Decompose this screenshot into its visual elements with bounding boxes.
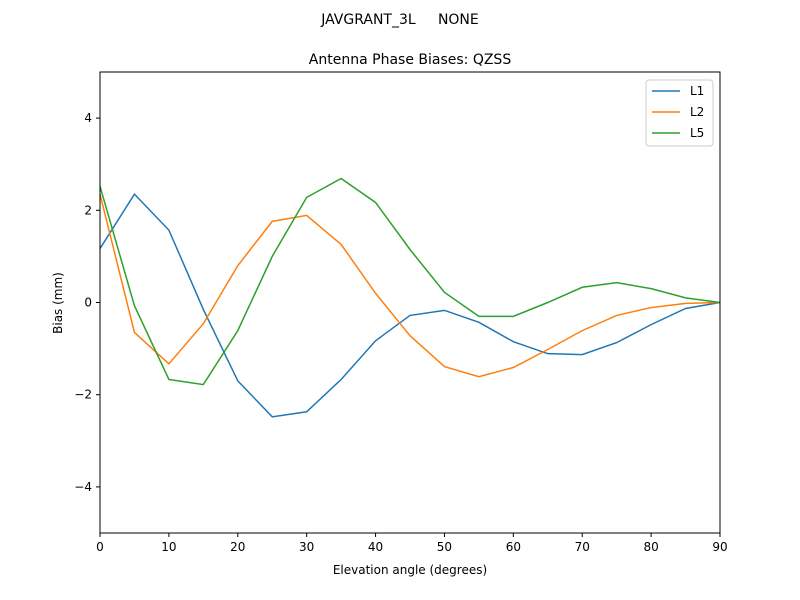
y-axis-label: Bias (mm) [51, 272, 65, 334]
x-tick-label: 20 [230, 540, 245, 554]
y-tick-label: 4 [84, 111, 92, 125]
legend-box [645, 79, 714, 147]
x-tick-label: 40 [368, 540, 383, 554]
x-tick-label: 50 [437, 540, 452, 554]
x-tick-label: 0 [96, 540, 104, 554]
suptitle: JAVGRANT_3L NONE [320, 12, 479, 28]
plot-area [99, 71, 721, 534]
legend-label: L1 [690, 84, 704, 98]
series-line-L2 [99, 193, 721, 378]
y-tick-label: −2 [74, 388, 92, 402]
x-tick-label: 90 [712, 540, 727, 554]
y-tick-label: 2 [84, 203, 92, 217]
x-tick-label: 80 [643, 540, 658, 554]
y-tick-label: −4 [74, 480, 92, 494]
legend-label: L2 [690, 105, 704, 119]
x-tick-label: 10 [161, 540, 176, 554]
chart-title: Antenna Phase Biases: QZSS [309, 52, 512, 68]
y-tick-label: 0 [84, 296, 92, 310]
series-line-L1 [99, 192, 721, 418]
x-axis-label: Elevation angle (degrees) [333, 563, 487, 577]
x-tick-label: 30 [299, 540, 314, 554]
series-line-L5 [99, 177, 721, 386]
x-tick-label: 70 [575, 540, 590, 554]
legend-label: L5 [690, 126, 704, 140]
legend: L1 L2 L5 [645, 79, 714, 147]
x-tick-label: 60 [506, 540, 521, 554]
